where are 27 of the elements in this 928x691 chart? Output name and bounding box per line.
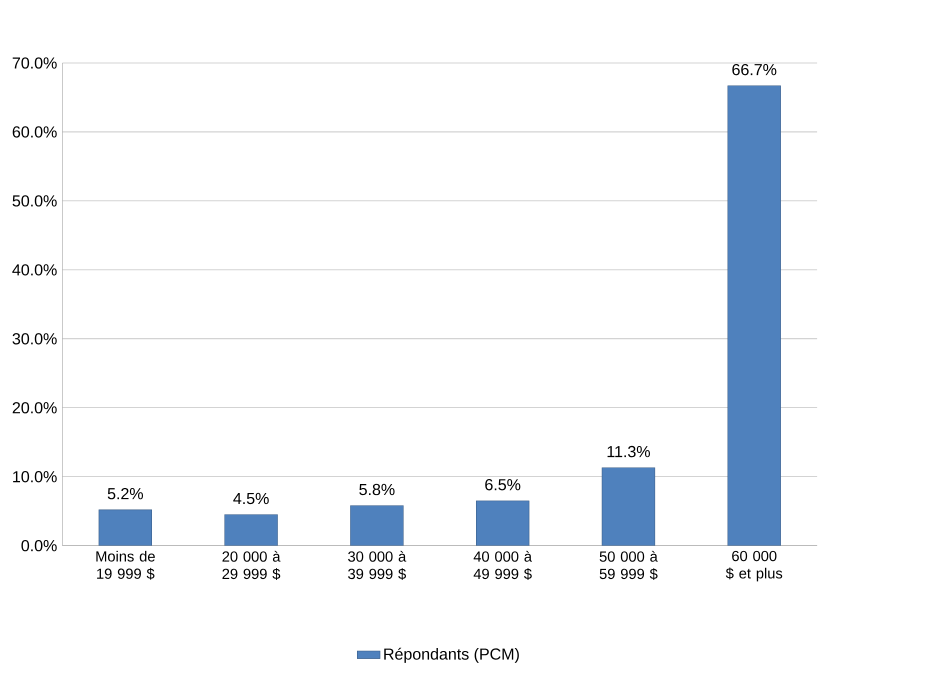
data-label: 6.5% — [485, 479, 520, 490]
y-tick-label: 30.0% — [12, 333, 57, 344]
y-tick-label: 60.0% — [12, 126, 57, 138]
x-tick-label: 50 000 à 59 999 $ — [600, 550, 658, 580]
bar — [728, 85, 781, 546]
bar — [602, 467, 656, 546]
data-label: 66.7% — [732, 64, 776, 76]
x-tick-label: 60 000 $ et plus — [726, 550, 782, 582]
y-tick-label: 20.0% — [12, 402, 57, 414]
x-tick-label: 30 000 à 39 999 $ — [348, 550, 406, 580]
data-label: 5.8% — [359, 484, 395, 496]
x-tick-label: 40 000 à 49 999 $ — [474, 550, 532, 580]
y-tick-label: 50.0% — [12, 195, 57, 207]
y-tick-label: 0.0% — [21, 540, 57, 552]
y-tick-label: 70.0% — [12, 57, 57, 69]
data-label: 4.5% — [233, 492, 269, 504]
bar — [476, 500, 530, 546]
bar — [98, 510, 152, 546]
legend-label: Répondants (PCM) — [384, 648, 519, 663]
x-tick-label: Moins de 19 999 $ — [96, 550, 155, 580]
y-tick-label: 40.0% — [12, 264, 57, 276]
bar — [350, 505, 404, 546]
data-label: 11.3% — [608, 446, 650, 458]
bar — [224, 514, 278, 546]
data-label: 5.2% — [108, 488, 143, 500]
y-tick-label: 10.0% — [13, 471, 57, 482]
x-tick-label: 20 000 à 29 999 $ — [222, 550, 280, 580]
